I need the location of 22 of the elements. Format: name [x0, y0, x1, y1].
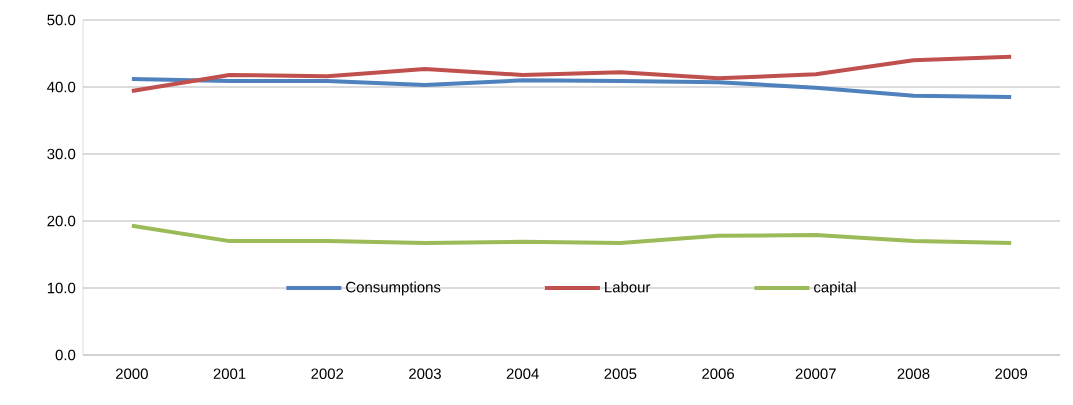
x-tick-label: 2008 [897, 368, 930, 380]
y-tick-label: 50.0 [47, 14, 76, 26]
line-series [129, 76, 1014, 100]
x-tick-label: 2002 [311, 368, 344, 380]
x-tick-label: 2004 [506, 368, 539, 380]
x-tick-label: 20007 [795, 368, 836, 380]
x-tick-label: 2000 [115, 368, 148, 380]
x-tick-label: 2005 [604, 368, 637, 380]
y-tick-label: 30.0 [47, 148, 76, 160]
x-tick-label: 2009 [995, 368, 1028, 380]
y-tick-label: 0.0 [55, 349, 76, 361]
line-series [129, 223, 1014, 246]
y-tick-label: 20.0 [47, 215, 76, 227]
y-tick-label: 10.0 [47, 282, 76, 294]
legend-label: Labour [605, 281, 651, 293]
legend-label: capital [814, 281, 856, 296]
x-tick-label: 2003 [409, 368, 441, 380]
x-tick-label: 2001 [213, 368, 246, 380]
legend-label: Consumptions [346, 281, 441, 296]
y-tick-label: 40.0 [47, 81, 76, 93]
x-tick-label: 2006 [702, 368, 735, 380]
line-series [129, 54, 1014, 94]
